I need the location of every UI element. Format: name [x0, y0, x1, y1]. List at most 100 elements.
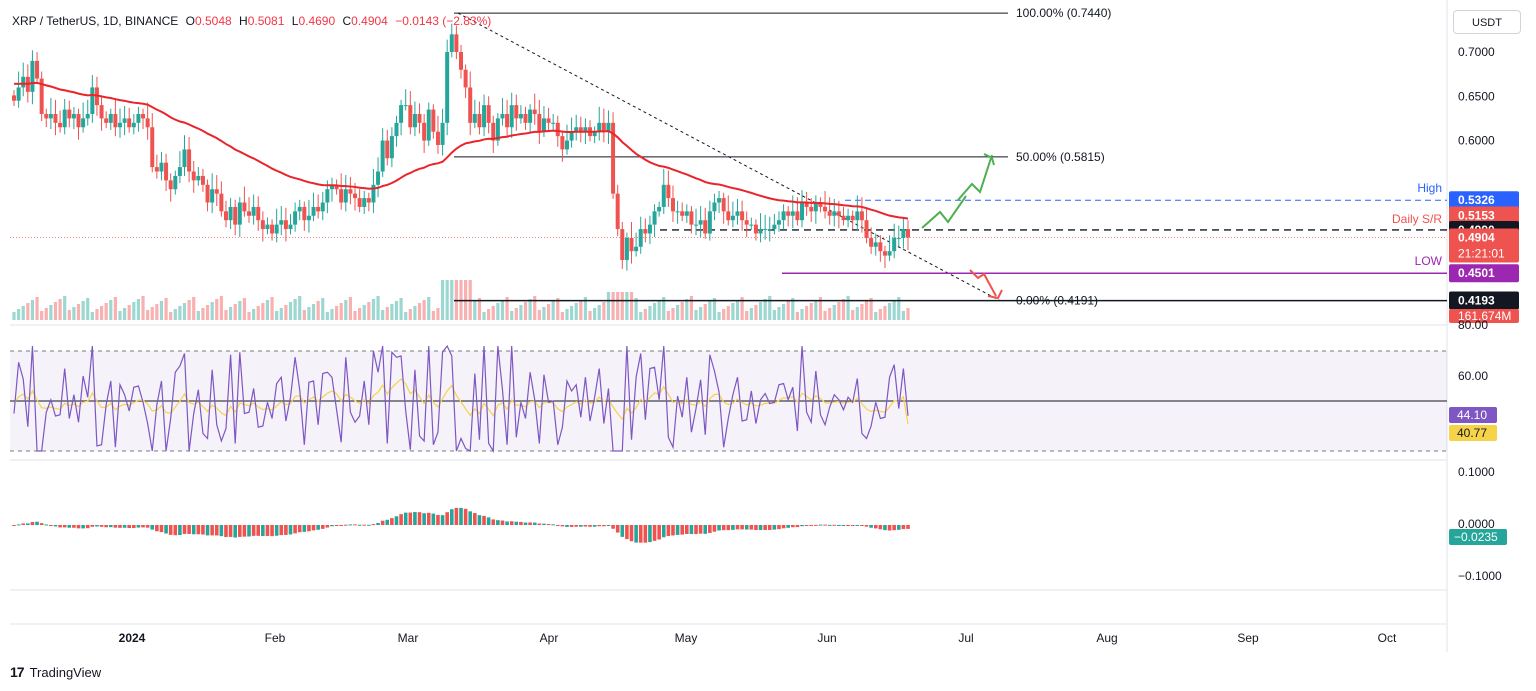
rsi-value-tag-bg [1449, 407, 1497, 423]
candle-body [325, 189, 330, 203]
candle-body [652, 211, 657, 225]
chart-header: XRP / TetherUS, 1D, BINANCE O0.5048 H0.5… [12, 14, 491, 28]
candle-body [200, 175, 205, 185]
volume-bar [58, 299, 62, 320]
macd-histogram-bar [685, 525, 689, 535]
candle-body [647, 224, 652, 234]
volume-bar [864, 301, 869, 320]
volume-bar [279, 308, 283, 320]
volume-bar [196, 311, 200, 320]
candle-body [541, 118, 546, 132]
candle-body [449, 34, 454, 53]
candle-body [717, 198, 722, 203]
candle-body [740, 211, 745, 221]
macd-histogram-bar [118, 525, 122, 528]
macd-histogram-bar [265, 525, 270, 536]
macd-histogram-bar [394, 516, 399, 525]
time-tick-label: Feb [265, 631, 286, 645]
candle-body [233, 206, 238, 225]
candle-body [684, 211, 689, 216]
open-label: O [185, 14, 195, 28]
candle-body [776, 220, 781, 225]
volume-tag: 161.674M [1458, 309, 1511, 323]
candle-body [906, 229, 910, 238]
volume-bar [358, 308, 362, 320]
volume-bar [215, 299, 219, 320]
volume-bar [897, 297, 901, 320]
volume-bar [265, 300, 270, 320]
macd-histogram-bar [744, 525, 749, 530]
descending-trendline [457, 12, 1001, 302]
volume-bar [510, 311, 514, 320]
candle-body [887, 251, 892, 256]
macd-histogram-bar [362, 524, 367, 526]
macd-histogram-bar [689, 525, 694, 535]
currency-selector[interactable]: USDT [1453, 10, 1521, 34]
macd-histogram-bar [422, 513, 426, 525]
macd-histogram-bar [62, 525, 67, 528]
macd-histogram-bar [620, 525, 625, 537]
volume-bar [652, 303, 657, 320]
volume-bar [233, 304, 237, 320]
volume-bar [726, 306, 730, 320]
candle-body [661, 184, 666, 207]
close-label: C [342, 14, 352, 28]
candle-body [366, 198, 371, 203]
volume-bar [643, 309, 647, 320]
macd-histogram-bar [560, 525, 565, 527]
candle-body [638, 229, 643, 247]
macd-histogram-bar [514, 521, 519, 525]
volume-bar [551, 301, 555, 320]
macd-histogram-bar [592, 525, 597, 527]
macd-histogram-bar [242, 525, 247, 537]
volume-bar [491, 306, 495, 320]
volume-bar [680, 302, 684, 320]
candle-body [532, 109, 537, 114]
volume-bar [685, 299, 689, 320]
volume-bar [523, 302, 528, 320]
volume-bar [311, 304, 316, 320]
macd-histogram-bar [680, 525, 684, 535]
macd-histogram-bar [661, 525, 666, 538]
volume-bar [800, 309, 804, 320]
volume-bar [109, 300, 113, 320]
macd-histogram-bar [279, 525, 284, 536]
volume-bar [583, 297, 588, 320]
volume-bar [35, 297, 39, 320]
volume-bar [40, 311, 44, 320]
macd-histogram-bar [846, 525, 850, 526]
candle-body [339, 189, 344, 203]
volume-bar [339, 303, 343, 320]
macd-histogram-bar [814, 524, 818, 526]
candle-body [265, 224, 270, 230]
volume-bar [625, 292, 629, 320]
volume-bar [841, 299, 846, 320]
candle-body [592, 131, 597, 137]
candle-body [440, 122, 445, 145]
macd-histogram-bar [878, 525, 883, 530]
volume-bar [556, 298, 560, 320]
volume-bar [533, 296, 537, 320]
fib-level-label: 50.00% (0.5815) [1016, 150, 1105, 164]
macd-histogram-bar [413, 512, 417, 525]
candle-body [841, 215, 846, 221]
candle-body [800, 202, 805, 221]
candle-body [191, 171, 196, 181]
macd-histogram-bar [380, 520, 385, 525]
macd-histogram-bar [251, 525, 256, 536]
macd-histogram-bar [371, 524, 376, 526]
volume-bar [201, 308, 205, 320]
candle-body [855, 211, 860, 221]
volume-bar [731, 303, 735, 320]
candle-body [12, 95, 16, 101]
candle-body [454, 34, 459, 53]
macd-histogram-bar [740, 525, 744, 530]
candle-body [772, 224, 777, 230]
macd-histogram-bar [781, 525, 786, 529]
candle-body [270, 224, 275, 234]
macd-histogram-bar [551, 524, 555, 526]
candle-body [892, 237, 897, 252]
candle-body [878, 242, 883, 252]
macd-histogram-bar [542, 523, 546, 525]
